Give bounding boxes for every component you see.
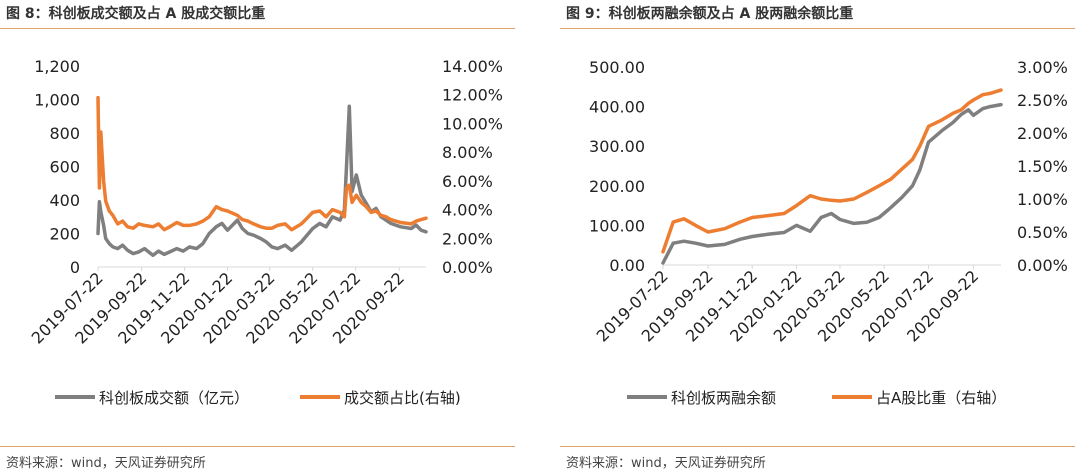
y-tick-label: 200.00	[589, 177, 645, 196]
y2-tick-label: 0.50%	[1017, 223, 1068, 242]
legend-label: 成交额占比(右轴)	[344, 389, 461, 407]
y-tick-label: 400.00	[589, 98, 645, 117]
y-tick-label: 1,200	[34, 57, 80, 76]
y-tick-label: 800	[49, 124, 80, 143]
y2-tick-label: 3.00%	[1017, 58, 1068, 77]
y2-tick-label: 14.00%	[442, 57, 503, 76]
series-line-orange	[661, 88, 1003, 254]
title-rule	[0, 28, 515, 29]
title-rule	[560, 28, 1075, 29]
y-tick-label: 100.00	[589, 216, 645, 235]
y2-tick-label: 10.00%	[442, 114, 503, 133]
y2-tick-label: 6.00%	[442, 172, 493, 191]
source-rule	[0, 446, 515, 447]
trading-volume-chart: 0 200 400 600 800 1,000 1,200 0.00% 2.00% 4.00% 6.…	[28, 57, 503, 407]
y-tick-label: 200	[49, 225, 80, 244]
panel-right: 图 9：科创板两融余额及占 A 股两融余额比重 0.00 100.00 200.00…	[560, 0, 1080, 471]
y-tick-label: 0	[70, 258, 80, 277]
y-tick-label: 0.00	[609, 256, 645, 275]
y-tick-label: 500.00	[589, 58, 645, 77]
y2-tick-label: 0.00%	[442, 258, 493, 277]
y2-tick-label: 1.50%	[1017, 157, 1068, 176]
y2-tick-label: 2.00%	[442, 229, 493, 248]
legend-label: 科创板两融余额	[671, 389, 776, 407]
y2-tick-label: 1.00%	[1017, 190, 1068, 209]
source-note: 资料来源：wind，天风证券研究所	[6, 456, 206, 471]
chart-title: 图 9：科创板两融余额及占 A 股两融余额比重	[566, 6, 854, 22]
y-tick-label: 400	[49, 191, 80, 210]
y2-tick-label: 8.00%	[442, 143, 493, 162]
y-tick-label: 300.00	[589, 137, 645, 156]
y-tick-label: 600	[49, 158, 80, 177]
series-line-orange	[96, 95, 428, 232]
y2-tick-label: 4.00%	[442, 201, 493, 220]
y2-tick-label: 0.00%	[1017, 256, 1068, 275]
y2-tick-label: 2.50%	[1017, 91, 1068, 110]
source-note: 资料来源：wind，天风证券研究所	[566, 456, 766, 471]
chart-title: 图 8：科创板成交额及占 A 股成交额比重	[6, 6, 266, 22]
margin-balance-chart: 0.00 100.00 200.00 300.00 400.00 500.00 0.00% 0…	[589, 58, 1068, 407]
legend-label: 占A股比重（右轴）	[876, 389, 1006, 407]
y-tick-label: 1,000	[34, 91, 80, 110]
y2-tick-label: 2.00%	[1017, 124, 1068, 143]
source-rule	[560, 446, 1075, 447]
series-line-gray	[96, 104, 428, 258]
y2-tick-label: 12.00%	[442, 86, 503, 105]
series-line-gray	[661, 102, 1003, 265]
panel-left: 图 8：科创板成交额及占 A 股成交额比重 0 200 400 600 800 1,000…	[0, 0, 520, 471]
legend-label: 科创板成交额（亿元）	[99, 389, 249, 407]
